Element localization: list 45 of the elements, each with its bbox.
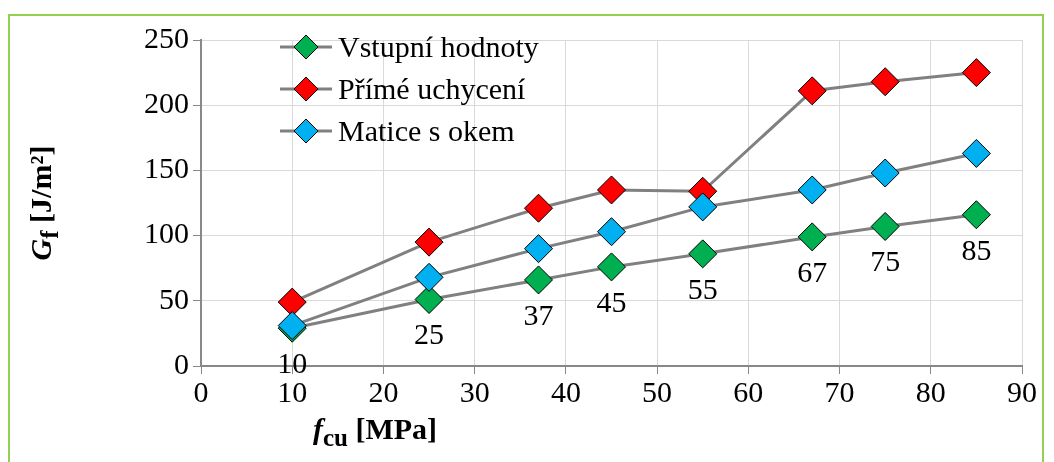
y-tick-label: 150 xyxy=(144,151,189,185)
x-axis-title: f$_{cu}$ [MPa] xyxy=(312,412,438,452)
x-tick-label: 30 xyxy=(459,374,490,408)
legend-label: Matice s okem xyxy=(338,113,515,149)
point xyxy=(870,211,900,241)
y-tick-label: 50 xyxy=(159,281,189,315)
point xyxy=(524,234,554,264)
annotation: 37 xyxy=(523,297,554,331)
x-tick-label: 90 xyxy=(1007,374,1037,408)
annotation: 85 xyxy=(961,232,992,266)
y-tick-label: 100 xyxy=(144,216,189,250)
annotation: 25 xyxy=(414,317,445,351)
x-tick-label: 70 xyxy=(824,374,855,408)
x-tick-label: 20 xyxy=(368,374,399,408)
point xyxy=(797,222,827,252)
annotation: 55 xyxy=(687,271,718,305)
point xyxy=(797,76,827,106)
x-tick-label: 50 xyxy=(642,374,673,408)
point xyxy=(277,287,307,317)
point xyxy=(414,262,444,292)
point xyxy=(961,200,991,230)
x-tick-label: 80 xyxy=(915,374,946,408)
point xyxy=(961,58,991,88)
y-tick-label: 200 xyxy=(144,86,189,120)
point xyxy=(797,175,827,205)
point xyxy=(414,227,444,257)
point xyxy=(524,265,554,295)
legend-label: Vstupní hodnoty xyxy=(338,29,539,65)
annotation: 75 xyxy=(870,244,901,278)
legend-label: Přímé uchycení xyxy=(338,71,526,107)
point xyxy=(597,217,626,247)
point xyxy=(870,67,900,97)
y-tick-label: 250 xyxy=(144,20,189,54)
y-tick-label: 0 xyxy=(174,346,189,380)
point xyxy=(870,158,900,188)
point xyxy=(597,252,626,282)
x-tick-label: 40 xyxy=(550,374,581,408)
point xyxy=(597,175,626,205)
point xyxy=(524,193,554,223)
annotation: 67 xyxy=(797,254,828,288)
annotation: 45 xyxy=(596,284,627,318)
point xyxy=(688,192,718,222)
point xyxy=(688,239,718,269)
x-tick-label: 60 xyxy=(733,374,764,408)
point xyxy=(961,138,991,168)
